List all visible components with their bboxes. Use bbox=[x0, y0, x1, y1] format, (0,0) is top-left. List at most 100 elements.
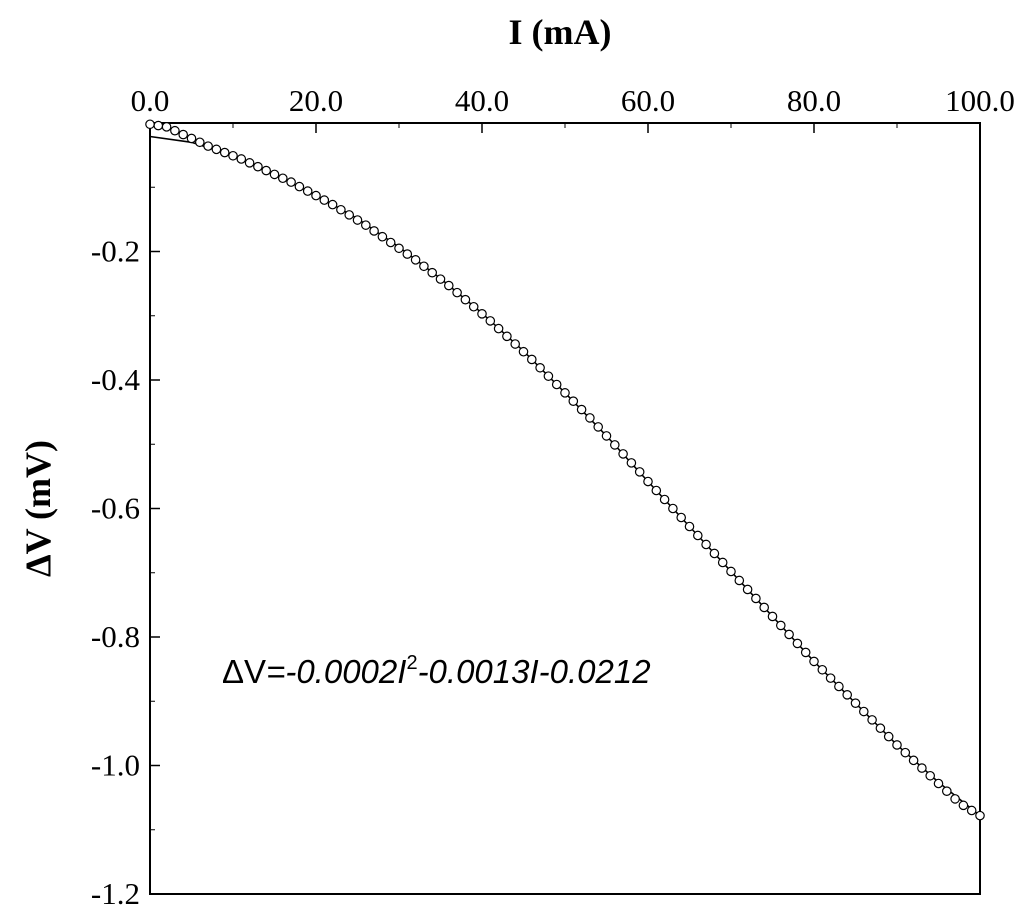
data-point bbox=[643, 476, 653, 487]
data-point bbox=[502, 331, 512, 342]
data-point bbox=[734, 575, 745, 586]
data-point bbox=[385, 237, 396, 248]
data-point bbox=[186, 133, 197, 144]
x-tick-label: 0.0 bbox=[131, 83, 170, 118]
data-point bbox=[867, 715, 877, 725]
data-point bbox=[460, 294, 471, 305]
equation-power: 2 bbox=[406, 652, 417, 674]
data-point bbox=[717, 557, 728, 568]
data-point bbox=[535, 362, 545, 373]
data-point bbox=[510, 339, 520, 349]
data-point bbox=[651, 485, 662, 496]
equation-variable: I bbox=[397, 653, 406, 690]
data-point bbox=[726, 566, 736, 577]
data-point bbox=[394, 243, 404, 254]
data-point bbox=[360, 220, 371, 230]
x-tick-label: 20.0 bbox=[289, 83, 343, 118]
data-point bbox=[908, 755, 919, 766]
data-point bbox=[145, 119, 155, 130]
data-point bbox=[452, 287, 462, 298]
data-point bbox=[236, 154, 247, 164]
data-point bbox=[427, 267, 437, 278]
data-point bbox=[941, 786, 952, 796]
data-point bbox=[369, 226, 379, 236]
data-point bbox=[195, 137, 205, 148]
data-point bbox=[560, 388, 570, 398]
data-point bbox=[925, 770, 935, 781]
data-point bbox=[933, 778, 944, 789]
data-point bbox=[485, 316, 496, 326]
data-point bbox=[443, 280, 454, 291]
data-point bbox=[875, 723, 886, 734]
data-point bbox=[219, 147, 230, 158]
data-point bbox=[336, 204, 346, 215]
data-point bbox=[585, 413, 595, 423]
data-point bbox=[543, 371, 554, 381]
equation-lhs: ΔV bbox=[222, 653, 266, 690]
x-tick-label: 80.0 bbox=[787, 83, 841, 118]
data-point bbox=[659, 494, 670, 505]
y-tick-label: -0.4 bbox=[91, 362, 141, 397]
y-tick-label: -0.2 bbox=[91, 234, 140, 269]
y-tick-label: -0.6 bbox=[91, 491, 140, 526]
plot-frame bbox=[149, 122, 981, 895]
x-ticks: 0.0 20.0 40.0 60.0 80.0 100.0 bbox=[131, 83, 1015, 133]
plot-frame-group bbox=[149, 122, 981, 895]
data-point bbox=[377, 231, 388, 242]
data-points-layer bbox=[145, 119, 985, 821]
x-tick-label: 40.0 bbox=[455, 83, 509, 118]
data-point bbox=[742, 584, 753, 595]
y-ticks: -0.2 -0.4 -0.6 -0.8 -1.0 -1.2 bbox=[91, 186, 160, 911]
data-point bbox=[809, 656, 819, 667]
data-point bbox=[319, 195, 330, 205]
data-point bbox=[153, 120, 164, 131]
data-point bbox=[344, 210, 354, 220]
data-point bbox=[900, 747, 911, 758]
data-point bbox=[701, 539, 711, 550]
data-point bbox=[352, 215, 363, 225]
data-point bbox=[858, 706, 869, 717]
data-point bbox=[950, 794, 960, 804]
data-point bbox=[228, 150, 238, 161]
data-point bbox=[269, 169, 280, 180]
data-point bbox=[775, 620, 786, 631]
data-point bbox=[493, 323, 504, 334]
data-point bbox=[161, 122, 172, 132]
data-point bbox=[958, 800, 969, 811]
data-point bbox=[203, 141, 213, 151]
data-point bbox=[800, 647, 811, 658]
data-point bbox=[526, 354, 537, 365]
y-tick-label: -1.2 bbox=[91, 876, 140, 911]
data-point bbox=[784, 629, 794, 640]
data-point bbox=[435, 274, 446, 284]
data-point bbox=[551, 379, 562, 390]
data-point bbox=[601, 431, 612, 441]
data-point bbox=[170, 125, 180, 136]
data-point bbox=[842, 690, 852, 700]
x-tick-label: 100.0 bbox=[945, 83, 1015, 118]
data-point bbox=[684, 521, 695, 532]
data-point bbox=[419, 261, 429, 272]
data-point bbox=[286, 177, 296, 187]
data-point bbox=[759, 602, 769, 613]
data-point bbox=[975, 810, 985, 821]
data-point bbox=[618, 449, 628, 459]
data-point bbox=[634, 467, 645, 477]
equation-rhs: -0.0013I-0.0212 bbox=[418, 653, 651, 690]
data-point bbox=[253, 161, 263, 172]
data-point bbox=[302, 186, 313, 196]
y-tick-label: -0.8 bbox=[91, 619, 140, 654]
data-point bbox=[244, 158, 255, 168]
data-point bbox=[676, 512, 686, 523]
data-point bbox=[178, 129, 188, 140]
fit-equation-annotation: ΔV=-0.0002I2-0.0013I-0.0212 bbox=[222, 652, 651, 690]
data-point bbox=[668, 503, 678, 514]
data-point bbox=[834, 681, 844, 692]
data-point bbox=[966, 805, 977, 816]
data-point bbox=[402, 249, 413, 259]
data-point bbox=[311, 190, 321, 201]
y-tick-label: -1.0 bbox=[91, 748, 140, 783]
data-point bbox=[817, 664, 828, 675]
data-point bbox=[568, 396, 579, 407]
